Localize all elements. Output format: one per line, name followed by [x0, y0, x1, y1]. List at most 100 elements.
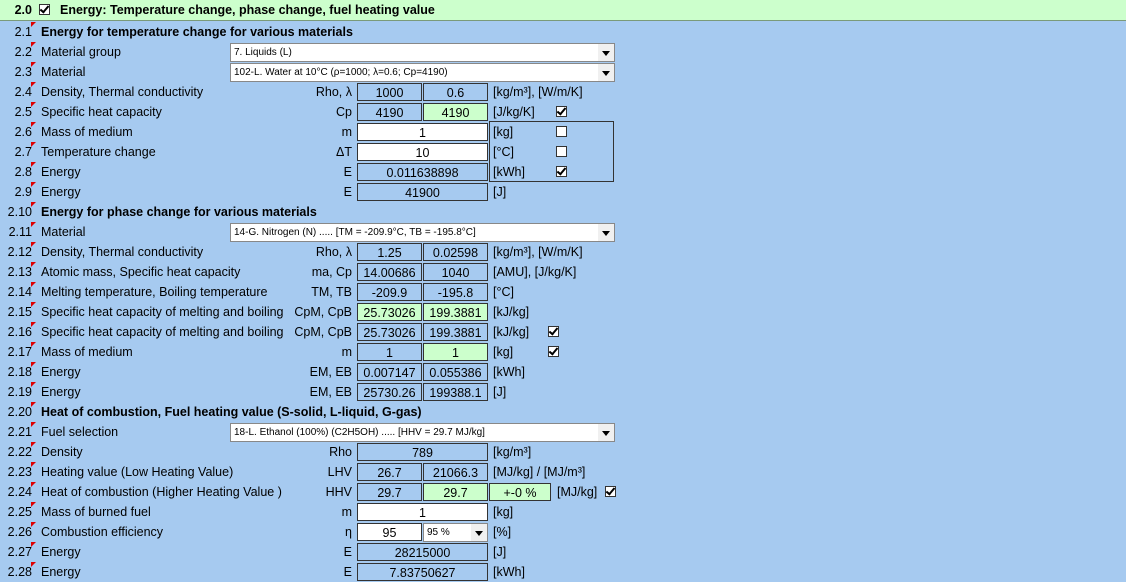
row-number: 2.6: [0, 122, 36, 142]
row-label: Melting temperature, Boiling temperature: [41, 285, 268, 299]
value-cell: 1.25: [357, 243, 422, 261]
unit: [kg/m³], [W/m/K]: [493, 245, 583, 259]
unit: [kg/m³], [W/m/K]: [493, 85, 583, 99]
row-label: Energy: [41, 185, 81, 199]
value-cell: 789: [357, 443, 488, 461]
unit: [kJ/kg]: [493, 305, 530, 319]
section-title: Heat of combustion, Fuel heating value (…: [41, 405, 422, 419]
row-number: 2.14: [0, 282, 36, 302]
row-number: 2.5: [0, 102, 36, 122]
dropdown-arrow[interactable]: [602, 231, 610, 236]
row-number: 2.23: [0, 462, 36, 482]
dropdown-arrow[interactable]: [602, 71, 610, 76]
section-title: Energy for phase change for various mate…: [41, 205, 317, 219]
value-cell: 25730.26: [357, 383, 422, 401]
dropdown-arrow[interactable]: [475, 531, 483, 536]
value-cell: 14.00686: [357, 263, 422, 281]
row-label: Mass of medium: [41, 345, 133, 359]
symbol: E: [343, 565, 352, 579]
symbol: E: [343, 545, 352, 559]
value-cell: 7.83750627: [357, 563, 488, 581]
row-label: Energy: [41, 385, 81, 399]
row-number: 2.24: [0, 482, 36, 502]
row-number: 2.8: [0, 162, 36, 182]
unit: [kg]: [493, 345, 514, 359]
value-cell: 1040: [423, 263, 488, 281]
symbol: Cp: [336, 105, 352, 119]
checkbox[interactable]: [548, 346, 559, 357]
unit: [kWh]: [493, 565, 525, 579]
row-label: Density, Thermal conductivity: [41, 245, 204, 259]
dropdown[interactable]: 18-L. Ethanol (100%) (C2H5OH) ..... [HHV…: [230, 423, 615, 442]
value-cell: 199.3881: [423, 323, 488, 341]
dropdown[interactable]: 102-L. Water at 10°C (ρ=1000; λ=0.6; Cp=…: [230, 63, 615, 82]
symbol: CpM, CpB: [294, 305, 352, 319]
value-cell: 1000: [357, 83, 422, 101]
symbol: ΔT: [336, 145, 352, 159]
dropdown-arrow[interactable]: [602, 51, 610, 56]
row-label: Combustion efficiency: [41, 525, 164, 539]
symbol: CpM, CpB: [294, 325, 352, 339]
value-cell: 41900: [357, 183, 488, 201]
value-cell: 28215000: [357, 543, 488, 561]
row-number: 2.28: [0, 562, 36, 582]
value-cell: 1: [357, 343, 422, 361]
row-number: 2.4: [0, 82, 36, 102]
value-cell: 1: [357, 123, 488, 141]
dropdown-arrow[interactable]: [602, 431, 610, 436]
header-title: Energy: Temperature change, phase change…: [60, 3, 435, 17]
value-cell: 4190: [423, 103, 488, 121]
options-frame: [489, 121, 614, 182]
row-number: 2.18: [0, 362, 36, 382]
checkbox[interactable]: [548, 326, 559, 337]
row-label: Specific heat capacity: [41, 105, 162, 119]
row-number: 2.12: [0, 242, 36, 262]
row-label: Density, Thermal conductivity: [41, 85, 204, 99]
value-cell: 0.055386: [423, 363, 488, 381]
row-label: Heat of combustion (Higher Heating Value…: [41, 485, 282, 499]
checkbox[interactable]: [556, 166, 567, 177]
value-cell: 21066.3: [423, 463, 488, 481]
dropdown[interactable]: 95 %: [423, 523, 488, 542]
row-label: Mass of medium: [41, 125, 133, 139]
value-cell: 1: [423, 343, 488, 361]
checkbox[interactable]: [556, 126, 567, 137]
unit: [°C]: [493, 285, 514, 299]
unit: [MJ/kg]: [557, 485, 598, 499]
row-number: 2.11: [0, 222, 36, 242]
row-number: 2.20: [0, 402, 36, 422]
row-number: 2.3: [0, 62, 36, 82]
unit: [J]: [493, 185, 507, 199]
value-cell: 4190: [357, 103, 422, 121]
checkbox[interactable]: [556, 146, 567, 157]
value-cell: 0.02598: [423, 243, 488, 261]
row-number: 2.10: [0, 202, 36, 222]
dropdown[interactable]: 14-G. Nitrogen (N) ..... [TM = -209.9°C,…: [230, 223, 615, 242]
header-checkbox[interactable]: [39, 4, 50, 15]
symbol: E: [343, 185, 352, 199]
checkbox[interactable]: [556, 106, 567, 117]
header-bar: 2.0 Energy: Temperature change, phase ch…: [0, 0, 1126, 21]
row-label: Fuel selection: [41, 425, 119, 439]
value-cell: 95: [357, 523, 422, 541]
row-label: Material: [41, 65, 86, 79]
unit: [J/kg/K]: [493, 105, 535, 119]
row-label: Energy: [41, 565, 81, 579]
symbol: Rho: [329, 445, 352, 459]
row-label: Density: [41, 445, 83, 459]
symbol: η: [345, 525, 352, 539]
value-cell: 199388.1: [423, 383, 488, 401]
row-number: 2.21: [0, 422, 36, 442]
unit: [kWh]: [493, 165, 525, 179]
unit: [kg]: [493, 505, 514, 519]
unit: [kg]: [493, 125, 514, 139]
value-cell: 26.7: [357, 463, 422, 481]
value-cell: 199.3881: [423, 303, 488, 321]
checkbox[interactable]: [605, 486, 616, 497]
symbol: Rho, λ: [315, 85, 352, 99]
dropdown[interactable]: 7. Liquids (L): [230, 43, 615, 62]
row-label: Specific heat capacity of melting and bo…: [41, 305, 284, 319]
symbol: m: [341, 505, 352, 519]
symbol: EM, EB: [309, 365, 352, 379]
